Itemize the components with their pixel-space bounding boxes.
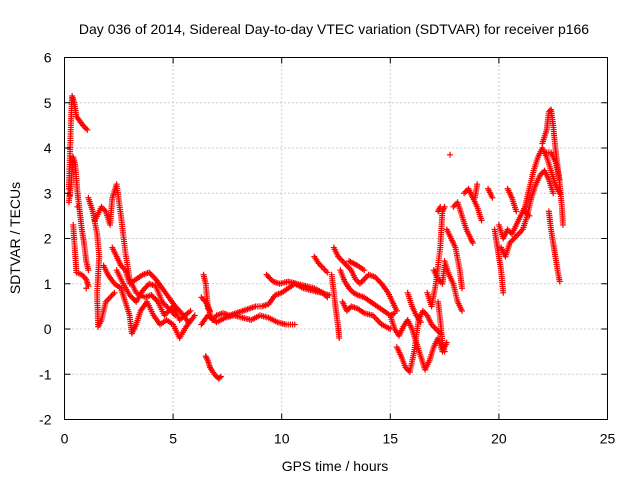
data-point xyxy=(474,181,481,188)
x-tick-labels: 0 5 10 15 20 25 xyxy=(61,431,616,447)
y-tick-label: 2 xyxy=(44,231,52,247)
data-point xyxy=(204,305,211,312)
data-point xyxy=(374,276,381,283)
data-point xyxy=(376,278,383,285)
data-point xyxy=(435,298,442,305)
data-point xyxy=(559,221,566,228)
data-point xyxy=(174,306,181,313)
data-point xyxy=(83,285,90,292)
data-point xyxy=(526,212,533,219)
data-point xyxy=(191,312,198,319)
data-points xyxy=(65,92,566,382)
data-point xyxy=(164,304,171,311)
y-tick-label: 3 xyxy=(44,185,52,201)
y-tick-label: 5 xyxy=(44,95,52,111)
y-tick-label: -2 xyxy=(39,412,52,428)
y-tick-label: 1 xyxy=(44,276,52,292)
data-point xyxy=(324,294,331,301)
data-point xyxy=(160,300,167,307)
data-point xyxy=(437,203,444,210)
data-point xyxy=(361,267,368,274)
data-point xyxy=(165,305,172,312)
y-tick-label: 0 xyxy=(44,321,52,337)
data-point xyxy=(267,275,274,282)
data-point xyxy=(142,284,149,291)
data-point xyxy=(217,373,224,380)
data-point xyxy=(176,307,183,314)
data-point xyxy=(129,294,136,301)
data-point xyxy=(74,203,81,210)
data-point xyxy=(149,293,156,300)
data-point xyxy=(161,301,168,308)
data-point xyxy=(185,319,192,326)
data-point xyxy=(324,269,331,276)
data-point xyxy=(391,310,398,317)
data-point xyxy=(263,271,270,278)
data-point xyxy=(216,374,223,381)
data-point xyxy=(152,296,159,303)
data-point xyxy=(148,272,155,279)
data-point xyxy=(489,194,496,201)
data-point xyxy=(140,286,147,293)
data-point xyxy=(336,335,343,342)
y-tick-labels: -2 -1 0 1 2 3 4 5 6 xyxy=(39,50,52,428)
data-point xyxy=(172,303,179,310)
x-tick-label: 5 xyxy=(169,431,177,447)
data-point xyxy=(478,217,485,224)
data-point xyxy=(147,270,154,277)
x-tick-label: 20 xyxy=(491,431,507,447)
data-point xyxy=(373,275,380,282)
data-point xyxy=(168,308,175,315)
data-point xyxy=(550,190,557,197)
data-point xyxy=(291,321,298,328)
y-tick-label: 4 xyxy=(44,140,52,156)
data-point xyxy=(159,298,166,305)
data-point xyxy=(264,273,271,280)
grid-lines xyxy=(64,57,608,420)
data-point xyxy=(500,289,507,296)
data-point xyxy=(187,307,194,314)
data-point xyxy=(417,319,424,326)
data-point xyxy=(153,297,160,304)
data-point xyxy=(85,267,92,274)
data-point xyxy=(469,240,476,247)
x-tick-label: 15 xyxy=(383,431,399,447)
x-axis-label: GPS time / hours xyxy=(282,458,389,474)
data-point xyxy=(146,269,153,276)
data-point xyxy=(458,285,465,292)
data-point xyxy=(170,311,177,318)
data-point xyxy=(111,289,118,296)
data-point xyxy=(127,293,134,300)
data-point xyxy=(372,273,379,280)
y-tick-label: 6 xyxy=(44,50,52,66)
data-point xyxy=(167,306,174,313)
y-axis-label: SDTVAR / TECUs xyxy=(7,182,23,294)
chart-title: Day 036 of 2014, Sidereal Day-to-day VTE… xyxy=(79,21,589,37)
x-tick-label: 0 xyxy=(61,431,69,447)
data-point xyxy=(139,287,146,294)
data-point xyxy=(556,278,563,285)
data-point xyxy=(126,292,133,299)
data-point xyxy=(266,274,273,281)
data-point xyxy=(173,304,180,311)
data-point xyxy=(150,294,157,301)
data-point xyxy=(513,208,520,215)
data-point xyxy=(556,176,563,183)
y-tick-label: -1 xyxy=(39,366,52,382)
axis-ticks xyxy=(64,57,608,420)
data-point xyxy=(163,302,170,309)
plot-frame xyxy=(64,57,608,420)
x-tick-label: 10 xyxy=(274,431,290,447)
data-point xyxy=(130,296,137,303)
data-point xyxy=(148,292,155,299)
data-point xyxy=(143,283,150,290)
x-tick-label: 25 xyxy=(600,431,616,447)
data-point xyxy=(169,309,176,316)
data-point xyxy=(458,307,465,314)
data-point xyxy=(172,312,179,319)
data-point xyxy=(150,273,157,280)
data-point xyxy=(84,126,91,133)
data-point xyxy=(447,151,454,158)
